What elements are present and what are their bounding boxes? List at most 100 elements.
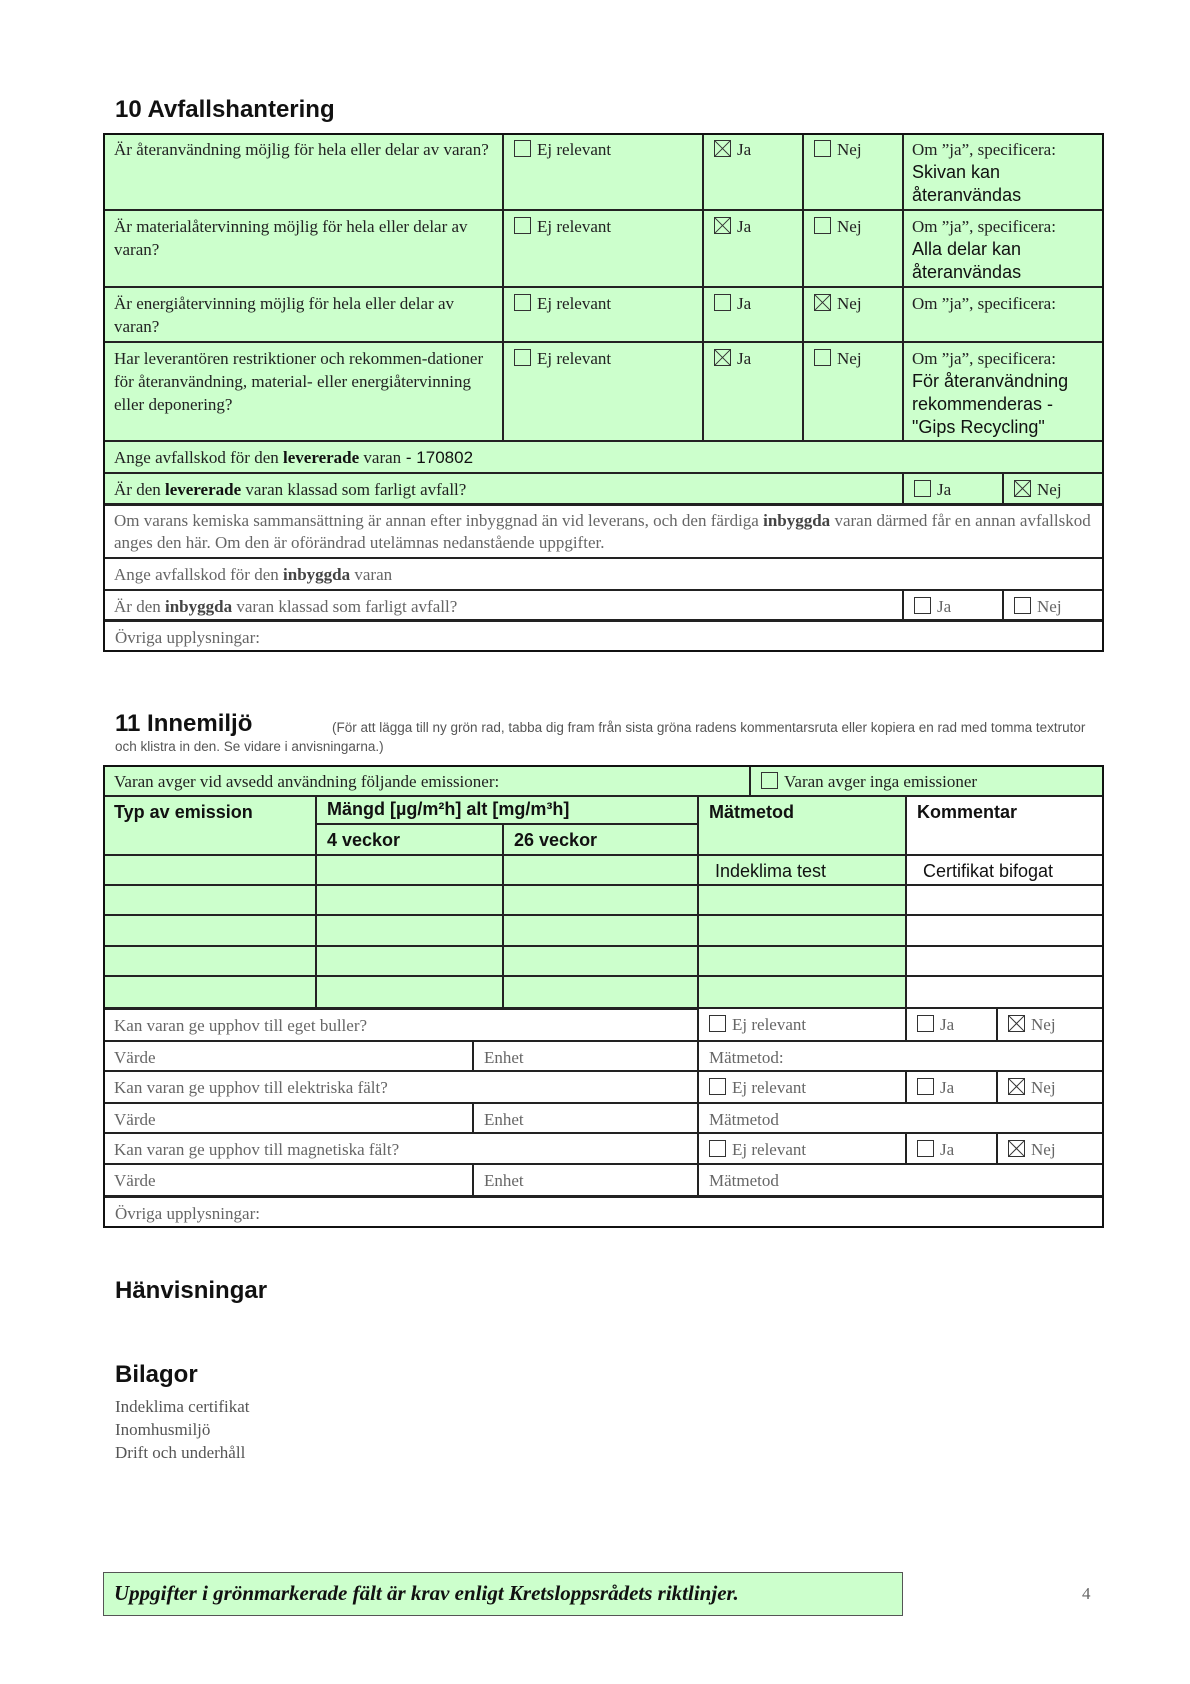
nej-checkbox[interactable] <box>814 294 831 311</box>
question-cell: Är materialåtervinning möjlig för hela e… <box>103 210 503 287</box>
emission-cell[interactable] <box>698 946 906 976</box>
method-field[interactable]: Mätmetod <box>698 1103 1104 1133</box>
ja-checkbox[interactable] <box>714 294 731 311</box>
text: varan klassad som farligt avfall? <box>232 597 458 616</box>
ja-checkbox[interactable] <box>714 349 731 366</box>
hazardous-question: Är den levererade varan klassad som farl… <box>103 473 903 504</box>
bold-text: inbyggda <box>164 597 233 616</box>
emission-cell[interactable]: Certifikat bifogat <box>906 855 1104 885</box>
emission-cell[interactable] <box>906 976 1104 1008</box>
ja-checkbox[interactable] <box>917 1140 934 1157</box>
ej-relevant-checkbox[interactable] <box>709 1140 726 1157</box>
question-text: Är energiåtervinning möjlig för hela ell… <box>114 294 455 336</box>
emission-cell[interactable] <box>503 915 698 946</box>
ja-checkbox[interactable] <box>714 217 731 234</box>
emissions-label: Varan avger vid avsedd användning följan… <box>103 765 750 796</box>
specify-label: Om ”ja”, specificera: <box>912 294 1056 313</box>
emission-cell[interactable] <box>316 915 503 946</box>
nej-checkbox[interactable] <box>814 140 831 157</box>
text: varan därmed får en annan avfallskod ang… <box>114 511 1091 552</box>
built-in-ja-label: Ja <box>937 597 952 616</box>
built-in-nej-checkbox[interactable] <box>1014 597 1031 614</box>
unit-label: Enhet <box>484 1171 524 1190</box>
attachments-heading: Bilagor <box>115 1361 198 1388</box>
no-emissions-checkbox[interactable] <box>761 772 778 789</box>
hazardous-nej-label: Nej <box>1037 480 1062 499</box>
section-11-note: (För att lägga till ny grön rad, tabba d… <box>115 720 1086 754</box>
nej-checkbox[interactable] <box>814 217 831 234</box>
ja-label: Ja <box>940 1015 955 1034</box>
emission-cell[interactable] <box>103 976 316 1008</box>
unit-field[interactable]: Enhet <box>473 1103 698 1133</box>
emission-cell[interactable] <box>316 855 503 885</box>
value-field[interactable]: Värde <box>103 1041 473 1071</box>
emission-cell[interactable] <box>503 855 698 885</box>
ja-checkbox[interactable] <box>917 1015 934 1032</box>
emission-cell[interactable] <box>906 915 1104 946</box>
value-field[interactable]: Värde <box>103 1103 473 1133</box>
method-label: Mätmetod: <box>709 1048 784 1067</box>
question-cell: Är energiåtervinning möjlig för hela ell… <box>103 287 503 342</box>
ej-relevant-checkbox[interactable] <box>709 1078 726 1095</box>
unit-field[interactable]: Enhet <box>473 1041 698 1071</box>
nej-checkbox[interactable] <box>1008 1015 1025 1032</box>
question-cell: Är återanvändning möjlig för hela eller … <box>103 133 503 210</box>
header: Mätmetod <box>709 802 794 822</box>
emission-cell[interactable] <box>503 976 698 1008</box>
specify-value[interactable]: För återanvändning rekommenderas - "Gips… <box>912 371 1069 437</box>
emission-cell[interactable] <box>503 946 698 976</box>
emission-cell[interactable] <box>906 946 1104 976</box>
ja-cell: Ja <box>703 287 803 342</box>
ja-checkbox[interactable] <box>917 1078 934 1095</box>
nej-checkbox[interactable] <box>814 349 831 366</box>
bold-text: inbyggda <box>763 511 831 530</box>
nej-cell: Nej <box>803 342 903 441</box>
ej-relevant-label: Ej relevant <box>732 1078 807 1097</box>
text: Ange avfallskod för den <box>114 448 284 467</box>
emission-cell[interactable] <box>698 915 906 946</box>
question-text: Har leverantören restriktioner och rekom… <box>114 349 484 414</box>
emission-cell[interactable] <box>503 885 698 915</box>
nej-checkbox[interactable] <box>1008 1078 1025 1095</box>
emission-cell[interactable]: Indeklima test <box>698 855 906 885</box>
waste-code-value[interactable]: - 170802 <box>401 448 474 467</box>
nej-checkbox[interactable] <box>1008 1140 1025 1157</box>
value-field[interactable]: Värde <box>103 1164 473 1196</box>
emission-cell[interactable] <box>698 976 906 1008</box>
emission-cell[interactable] <box>103 855 316 885</box>
attachment-item: Drift och underhåll <box>115 1443 246 1462</box>
emission-cell[interactable] <box>316 885 503 915</box>
ej-relevant-checkbox[interactable] <box>514 349 531 366</box>
built-in-ja-checkbox[interactable] <box>914 597 931 614</box>
col-26-veckor: 26 veckor <box>503 824 698 855</box>
nej-label: Nej <box>1031 1078 1056 1097</box>
emission-cell[interactable] <box>316 976 503 1008</box>
ej-relevant-checkbox[interactable] <box>514 140 531 157</box>
emission-cell[interactable] <box>698 885 906 915</box>
hazardous-nej-checkbox[interactable] <box>1014 480 1031 497</box>
unit-field[interactable]: Enhet <box>473 1164 698 1196</box>
ej-relevant-checkbox[interactable] <box>709 1015 726 1032</box>
emission-cell[interactable] <box>103 915 316 946</box>
other-info-11[interactable]: Övriga upplysningar: <box>103 1196 1104 1228</box>
ej-relevant-checkbox[interactable] <box>514 217 531 234</box>
emission-cell[interactable] <box>103 946 316 976</box>
emission-cell[interactable] <box>316 946 503 976</box>
other-info-10[interactable]: Övriga upplysningar: <box>103 620 1104 652</box>
hazardous-ja-checkbox[interactable] <box>914 480 931 497</box>
text: varan <box>359 448 402 467</box>
method-field[interactable]: Mätmetod <box>698 1164 1104 1196</box>
attachment-item: Inomhusmiljö <box>115 1420 211 1439</box>
value-label: Värde <box>114 1171 156 1190</box>
emission-cell[interactable] <box>103 885 316 915</box>
ej-relevant-checkbox[interactable] <box>514 294 531 311</box>
specify-value[interactable]: Alla delar kan återanvändas <box>912 239 1022 282</box>
emission-cell[interactable] <box>906 885 1104 915</box>
nej-cell: Nej <box>997 1071 1104 1103</box>
method-field[interactable]: Mätmetod: <box>698 1041 1104 1071</box>
ja-checkbox[interactable] <box>714 140 731 157</box>
method-label: Mätmetod <box>709 1171 779 1190</box>
question-text: Är materialåtervinning möjlig för hela e… <box>114 217 468 259</box>
built-in-code-row[interactable]: Ange avfallskod för den inbyggda varan <box>103 558 1104 590</box>
specify-value[interactable]: Skivan kan återanvändas <box>912 162 1022 205</box>
